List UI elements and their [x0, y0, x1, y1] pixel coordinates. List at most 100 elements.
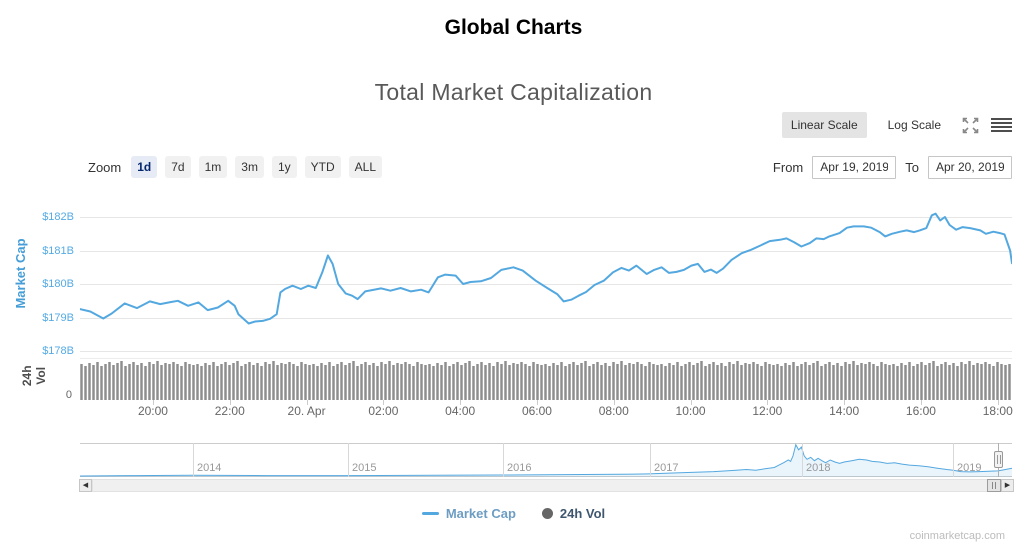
volume-bar: [260, 366, 263, 400]
context-menu-icon[interactable]: [991, 117, 1012, 133]
linear-scale-button[interactable]: Linear Scale: [781, 112, 867, 138]
volume-bar: [96, 362, 99, 400]
volume-bar: [368, 365, 371, 400]
zoom-button-all[interactable]: ALL: [348, 156, 382, 178]
volume-bar: [792, 362, 795, 400]
zoom-button-7d[interactable]: 7d: [165, 156, 191, 178]
scrollbar-track[interactable]: [92, 479, 1001, 492]
volume-bar: [684, 364, 687, 400]
market-cap-line-chart[interactable]: [80, 196, 1012, 356]
volume-bar: [636, 362, 639, 400]
volume-bar: [912, 366, 915, 400]
y-tick-label: $178B: [42, 345, 74, 357]
zoom-button-3m[interactable]: 3m: [235, 156, 264, 178]
volume-bar: [400, 364, 403, 400]
gridline-180: [80, 284, 1012, 285]
volume-bar: [272, 361, 275, 400]
volume-bar: [676, 362, 679, 400]
volume-bar: [996, 362, 999, 400]
volume-bar: [500, 364, 503, 400]
x-tick-label: 14:00: [829, 404, 860, 418]
volume-bar: [108, 362, 111, 400]
volume-bar: [136, 365, 139, 400]
volume-bar: [80, 364, 83, 400]
volume-bar: [824, 364, 827, 400]
volume-bar: [928, 363, 931, 400]
volume-bar: [308, 365, 311, 400]
volume-bar: [736, 361, 739, 400]
volume-bar: [560, 362, 563, 400]
navigator-year-label: 2015: [352, 462, 377, 474]
legend-item-24h-vol[interactable]: 24h Vol: [541, 506, 605, 521]
gridline-181: [80, 250, 1012, 252]
volume-bar: [196, 364, 199, 400]
volume-bar: [88, 363, 91, 400]
volume-bar: [904, 365, 907, 400]
x-tick-mark: [920, 400, 922, 405]
volume-bar: [364, 362, 367, 400]
scrollbar-left-arrow[interactable]: ◀: [79, 479, 92, 492]
navigator-chart[interactable]: [80, 443, 1012, 477]
volume-bar: [888, 365, 891, 400]
legend-item-market-cap[interactable]: Market Cap: [421, 506, 516, 521]
volume-bar: [396, 363, 399, 400]
volume-bar: [356, 366, 359, 400]
log-scale-button[interactable]: Log Scale: [887, 118, 941, 132]
volume-bar: [220, 364, 223, 400]
x-tick-mark: [460, 400, 462, 405]
volume-bar: [188, 364, 191, 400]
volume-bar: [388, 361, 391, 400]
volume-bar: [668, 363, 671, 400]
x-tick-label: 02:00: [368, 404, 399, 418]
chart-title: Total Market Capitalization: [374, 79, 653, 105]
volume-zero-label: 0: [65, 389, 72, 401]
volume-bar: [776, 364, 779, 400]
volume-bar: [288, 362, 291, 400]
x-tick-mark: [536, 400, 538, 405]
volume-bar: [480, 362, 483, 400]
volume-bar: [872, 364, 875, 400]
volume-bar: [568, 364, 571, 400]
volume-bar: [352, 361, 355, 400]
volume-bar: [468, 361, 471, 400]
volume-bar: [208, 365, 211, 400]
x-tick-mark: [844, 400, 846, 405]
to-date-input[interactable]: [928, 155, 1012, 179]
zoom-button-1m[interactable]: 1m: [198, 156, 228, 178]
volume-bar: [548, 366, 551, 400]
expand-icon[interactable]: [962, 117, 979, 134]
legend-line-symbol: [421, 511, 439, 515]
scrollbar-right-arrow[interactable]: ▶: [1001, 479, 1014, 492]
volume-bar: [724, 366, 727, 400]
volume-bar: [320, 363, 323, 400]
volume-bar: [556, 365, 559, 400]
volume-bar: [936, 366, 939, 400]
volume-bar-chart[interactable]: [80, 358, 1012, 400]
volume-bar: [460, 365, 463, 400]
volume-bar: [84, 366, 87, 400]
volume-bar: [448, 366, 451, 400]
legend-circle-symbol: [541, 507, 553, 519]
volume-bar: [884, 364, 887, 400]
volume-bar: [960, 362, 963, 400]
volume-bar: [184, 362, 187, 400]
volume-bar: [216, 366, 219, 400]
x-tick-label: 04:00: [445, 404, 476, 418]
volume-bar: [236, 361, 239, 400]
zoom-button-1d[interactable]: 1d: [131, 156, 158, 178]
volume-bar: [860, 363, 863, 400]
volume-bar: [152, 364, 155, 400]
volume-bar: [232, 363, 235, 400]
gridline-182: [80, 217, 1012, 218]
navigator-handle[interactable]: [994, 451, 1003, 468]
zoom-button-1y[interactable]: 1y: [271, 156, 297, 178]
volume-bar: [816, 361, 819, 400]
from-label: From: [772, 159, 804, 175]
zoom-button-ytd[interactable]: YTD: [304, 156, 341, 178]
scrollbar-thumb[interactable]: [987, 479, 1001, 492]
x-tick-label: 12:00: [752, 404, 783, 418]
from-date-input[interactable]: [812, 155, 897, 179]
volume-bar: [644, 366, 647, 400]
volume-bar: [940, 364, 943, 400]
